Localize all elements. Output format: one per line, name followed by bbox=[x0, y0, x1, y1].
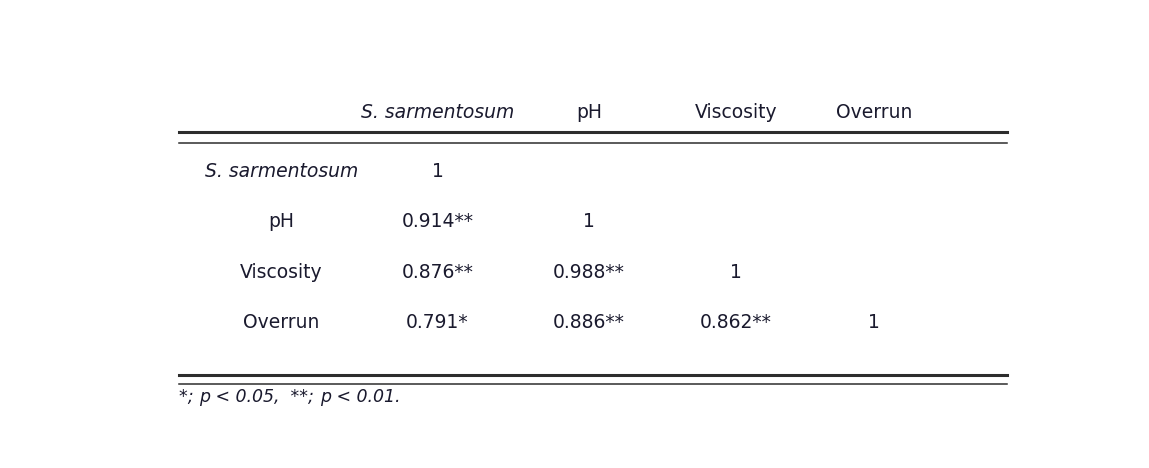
Text: pH: pH bbox=[269, 212, 294, 231]
Text: p: p bbox=[319, 388, 331, 406]
Text: S. sarmentosum: S. sarmentosum bbox=[205, 162, 358, 181]
Text: Overrun: Overrun bbox=[835, 102, 912, 122]
Text: 0.886**: 0.886** bbox=[553, 314, 625, 332]
Text: 0.862**: 0.862** bbox=[700, 314, 772, 332]
Text: *;: *; bbox=[179, 388, 200, 406]
Text: 1: 1 bbox=[867, 314, 880, 332]
Text: 0.876**: 0.876** bbox=[401, 263, 473, 282]
Text: 0.914**: 0.914** bbox=[401, 212, 473, 231]
Text: S. sarmentosum: S. sarmentosum bbox=[361, 102, 514, 122]
Text: 1: 1 bbox=[583, 212, 595, 231]
Text: Viscosity: Viscosity bbox=[240, 263, 323, 282]
Text: pH: pH bbox=[576, 102, 602, 122]
Text: 1: 1 bbox=[432, 162, 444, 181]
Text: Overrun: Overrun bbox=[244, 314, 319, 332]
Text: 1: 1 bbox=[730, 263, 742, 282]
Text: 0.791*: 0.791* bbox=[406, 314, 469, 332]
Text: Viscosity: Viscosity bbox=[694, 102, 777, 122]
Text: < 0.01.: < 0.01. bbox=[331, 388, 400, 406]
Text: p: p bbox=[200, 388, 210, 406]
Text: 0.988**: 0.988** bbox=[553, 263, 625, 282]
Text: < 0.05,  **;: < 0.05, **; bbox=[210, 388, 319, 406]
